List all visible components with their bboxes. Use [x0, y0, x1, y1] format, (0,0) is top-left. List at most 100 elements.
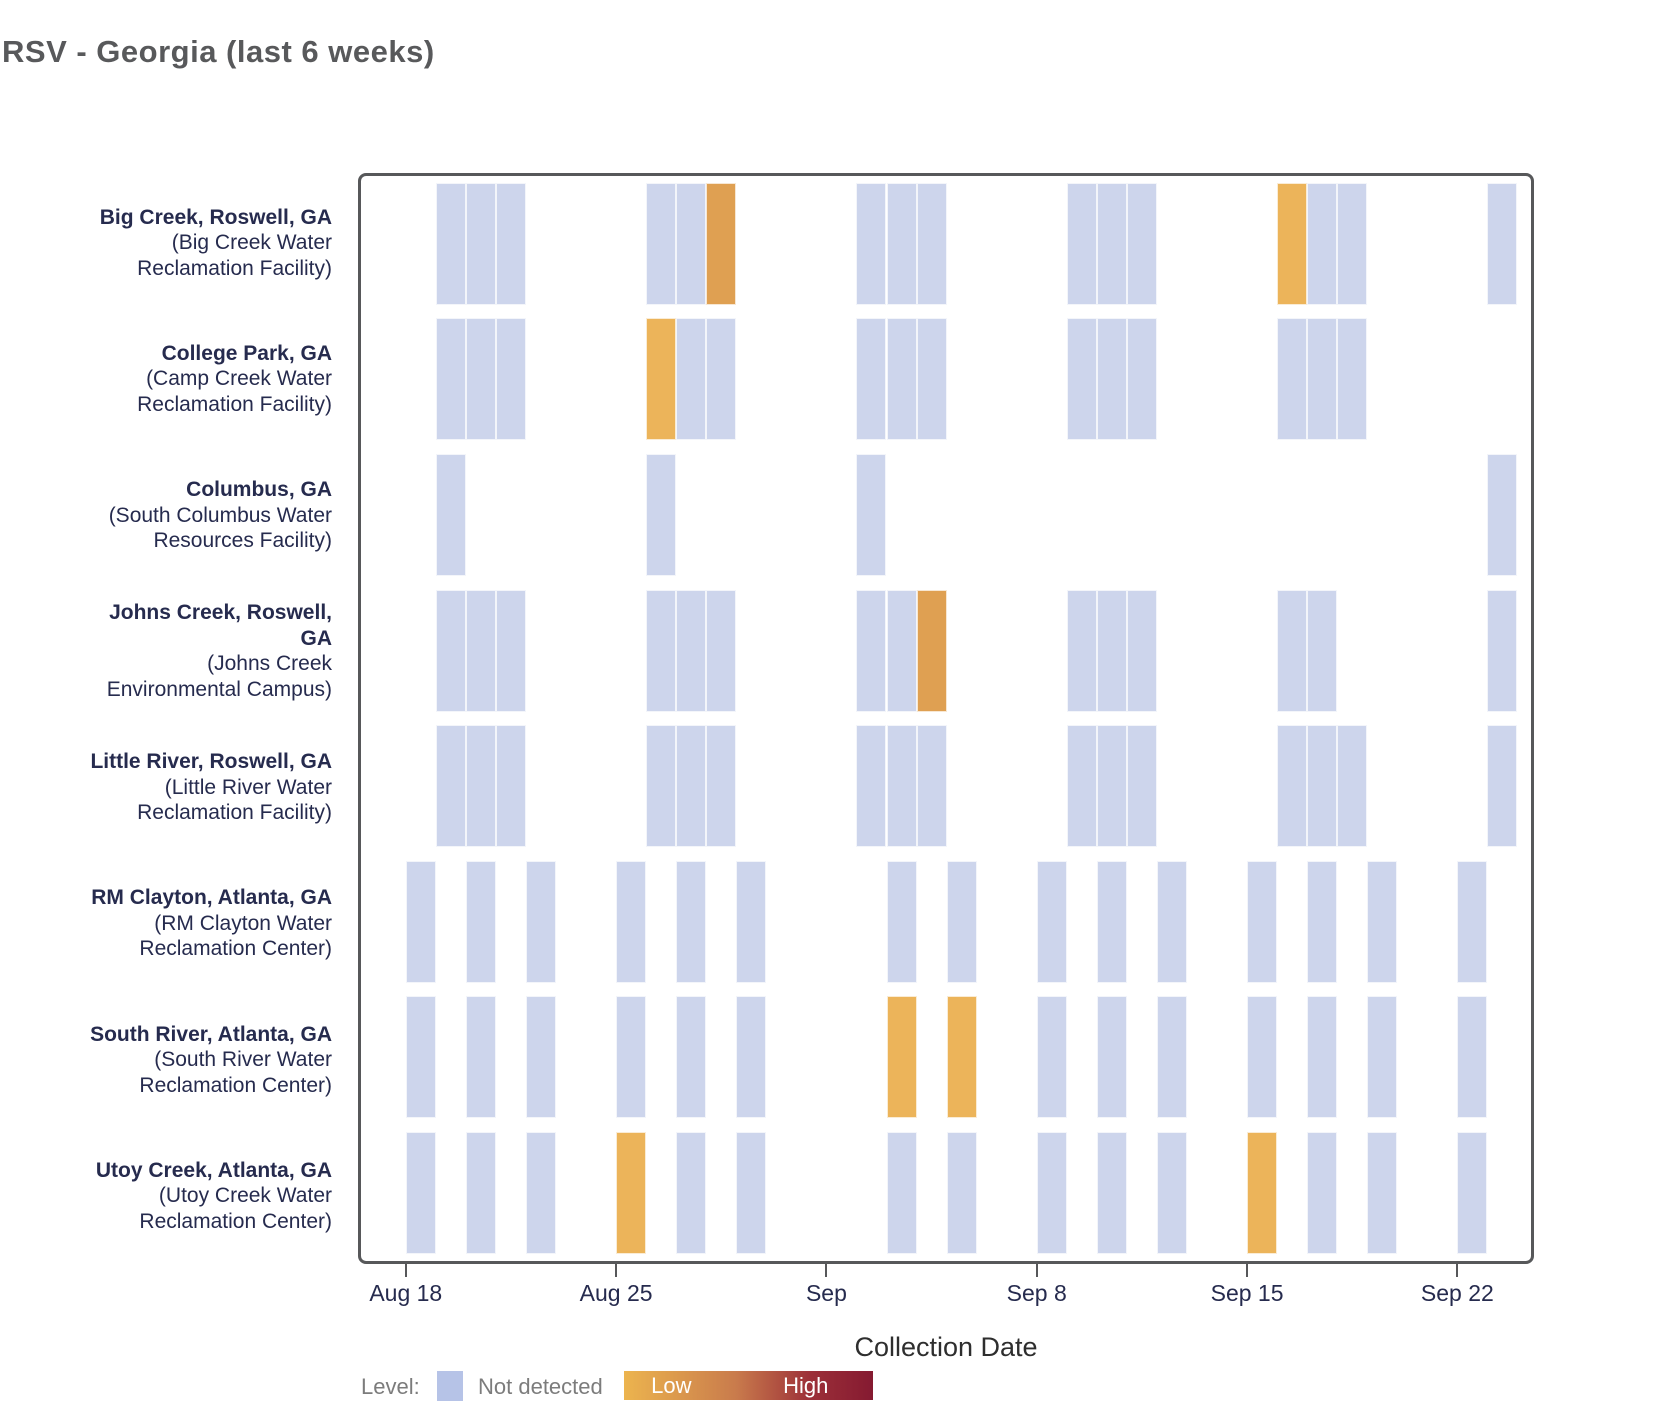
heatmap-tile: [736, 860, 767, 983]
heatmap-tile: [856, 453, 887, 576]
heatmap-tile: [1096, 1132, 1127, 1255]
heatmap-tile: [1096, 860, 1127, 983]
heatmap-tile: [1337, 318, 1368, 441]
heatmap-tile: [706, 725, 737, 848]
heatmap-tile: [676, 589, 707, 712]
heatmap-tile: [706, 589, 737, 712]
heatmap-tile: [465, 1132, 496, 1255]
heatmap-tile: [736, 1132, 767, 1255]
heatmap-tile: [435, 453, 466, 576]
heatmap-tile: [1156, 996, 1187, 1119]
x-tick-label: Sep: [805, 1280, 847, 1306]
heatmap-tile: [405, 1132, 436, 1255]
legend-low-label: Low: [651, 1372, 692, 1398]
heatmap-tile: [1096, 589, 1127, 712]
heatmap-tile: [646, 725, 677, 848]
heatmap-tile: [916, 318, 947, 441]
heatmap-tile: [916, 182, 947, 305]
heatmap-tile: [1066, 182, 1097, 305]
heatmap-tile: [886, 589, 917, 712]
facility-label: Little River, Roswell, GA (Little River W…: [90, 750, 332, 825]
heatmap-tile: [1066, 589, 1097, 712]
heatmap-tile: [1247, 1132, 1278, 1255]
plot-panel: [358, 173, 1534, 1264]
x-tick-mark: [1456, 1264, 1459, 1277]
heatmap-tile: [1277, 318, 1308, 441]
legend-high-label: High: [783, 1372, 829, 1398]
heatmap-tile: [1307, 996, 1338, 1119]
heatmap-tile: [646, 453, 677, 576]
heatmap-tile: [1036, 1132, 1067, 1255]
heatmap-tile: [435, 182, 466, 305]
heatmap-tile: [1126, 589, 1157, 712]
heatmap-tile: [1277, 725, 1308, 848]
heatmap-tile: [886, 1132, 917, 1255]
not-detected-swatch: [437, 1371, 463, 1401]
heatmap-tile: [405, 996, 436, 1119]
heatmap-tile: [465, 318, 496, 441]
facility-label: RM Clayton, Atlanta, GA (RM Clayton Water…: [91, 886, 332, 961]
heatmap-tile: [465, 725, 496, 848]
level-gradient-bar: Low High: [624, 1371, 873, 1400]
heatmap-tile: [616, 1132, 647, 1255]
x-tick-mark: [404, 1264, 407, 1277]
heatmap-tile: [856, 725, 887, 848]
heatmap-tile: [1277, 589, 1308, 712]
x-tick-mark: [615, 1264, 618, 1277]
heatmap-tile: [465, 182, 496, 305]
heatmap-tile: [1457, 1132, 1488, 1255]
heatmap-tile: [706, 182, 737, 305]
facility-label: Johns Creek, Roswell, GA (Johns Creek Envir…: [106, 601, 332, 701]
y-axis-labels: Big Creek, Roswell, GA (Big Creek Water Re…: [0, 175, 332, 1264]
heatmap-tile: [886, 725, 917, 848]
heatmap-tile: [1337, 182, 1368, 305]
heatmap-tile: [676, 725, 707, 848]
heatmap-tile: [856, 182, 887, 305]
heatmap-tile: [1367, 860, 1398, 983]
heatmap-tile: [1126, 725, 1157, 848]
x-tick-mark: [1246, 1264, 1249, 1277]
heatmap-tile: [435, 318, 466, 441]
heatmap-tile: [435, 589, 466, 712]
facility-label: Utoy Creek, Atlanta, GA (Utoy Creek Water…: [95, 1158, 332, 1233]
heatmap-tile: [495, 318, 526, 441]
heatmap-tile: [405, 860, 436, 983]
heatmap-tile: [1036, 860, 1067, 983]
heatmap-tile: [1066, 725, 1097, 848]
heatmap-tile: [646, 318, 677, 441]
heatmap-tile: [1487, 725, 1518, 848]
x-tick-mark: [1035, 1264, 1038, 1277]
heatmap-tile: [856, 589, 887, 712]
facility-label: Columbus, GA (South Columbus Water Resourc…: [108, 478, 332, 553]
heatmap-tile: [676, 996, 707, 1119]
heatmap-tile: [1126, 318, 1157, 441]
heatmap-tile: [525, 1132, 556, 1255]
facility-label: College Park, GA (Camp Creek Water Reclama…: [137, 341, 332, 416]
heatmap-tile: [1156, 860, 1187, 983]
x-tick-mark: [825, 1264, 828, 1277]
heatmap-tile: [886, 860, 917, 983]
heatmap-tile: [1307, 589, 1338, 712]
heatmap-tile: [1457, 996, 1488, 1119]
heatmap-tile: [465, 996, 496, 1119]
heatmap-tile: [946, 996, 977, 1119]
heatmap-tile: [916, 725, 947, 848]
heatmap-tile: [525, 860, 556, 983]
heatmap-tile: [1096, 182, 1127, 305]
heatmap-tile: [646, 589, 677, 712]
heatmap-tile: [886, 996, 917, 1119]
heatmap-tile: [1367, 1132, 1398, 1255]
heatmap-tile: [676, 1132, 707, 1255]
heatmap-tile: [1487, 182, 1518, 305]
heatmap-tile: [465, 860, 496, 983]
heatmap-tile: [646, 182, 677, 305]
heatmap-tile: [1487, 589, 1518, 712]
heatmap-tile: [1036, 996, 1067, 1119]
heatmap-tile: [916, 589, 947, 712]
facility-label: Big Creek, Roswell, GA (Big Creek Water Re…: [99, 205, 332, 280]
x-tick-label: Aug 18: [369, 1280, 443, 1306]
heatmap-tile: [1307, 182, 1338, 305]
heatmap-tile: [1096, 725, 1127, 848]
x-tick-label: Sep 8: [1006, 1280, 1067, 1306]
heatmap-tile: [435, 725, 466, 848]
